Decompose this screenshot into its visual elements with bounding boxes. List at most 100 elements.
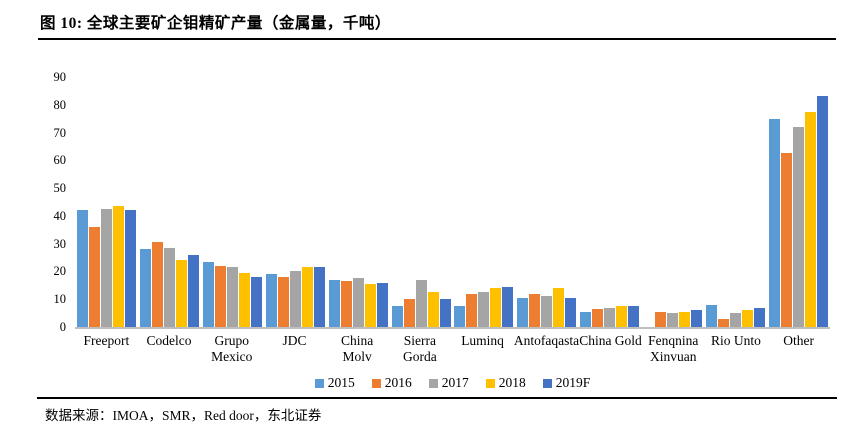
bar-2018-luminq — [490, 288, 502, 327]
legend-swatch-icon — [542, 378, 552, 388]
bar-group — [704, 77, 767, 327]
bar-group — [515, 77, 578, 327]
bar-2015-antofaqasta — [517, 298, 529, 327]
bar-2016-china-molv — [340, 281, 352, 327]
bar-2017-codelco — [163, 248, 175, 327]
y-tick-label: 60 — [53, 153, 67, 168]
x-axis-label: Codelco — [146, 333, 192, 348]
legend-item-2017: 2017 — [428, 375, 469, 391]
bar-2019F-other — [817, 96, 829, 327]
bar-group — [390, 77, 453, 327]
bar-2018-jdc — [301, 267, 313, 327]
bar-2019F-freeport — [124, 210, 136, 327]
legend-swatch-icon — [371, 378, 381, 388]
x-axis-label: Luminq — [461, 333, 504, 348]
x-axis-line — [75, 327, 830, 329]
bar-2018-other — [805, 112, 817, 327]
legend-item-2018: 2018 — [485, 375, 526, 391]
bar-2015-sierra-gorda — [391, 306, 403, 327]
bar-2019F-codelco — [187, 255, 199, 327]
x-axis-label: China Molv — [341, 333, 374, 364]
bar-group — [138, 77, 201, 327]
bar-group — [201, 77, 264, 327]
bar-2016-fenqnina-xinvuan — [655, 312, 667, 327]
bar-2019F-rio-unto — [754, 308, 766, 327]
plot-area — [75, 77, 830, 329]
y-tick-label: 70 — [53, 125, 67, 140]
bar-2016-sierra-gorda — [403, 299, 415, 327]
bar-group — [453, 77, 516, 327]
bar-2017-antofaqasta — [541, 296, 553, 327]
bar-2016-china-gold — [592, 309, 604, 327]
bar-2016-antofaqasta — [529, 294, 541, 327]
bar-2017-china-molv — [352, 278, 364, 327]
bar-2017-sierra-gorda — [415, 280, 427, 327]
bar-2016-other — [781, 153, 793, 327]
x-axis-label: China Gold — [579, 333, 642, 348]
bar-2019F-sierra-gorda — [439, 299, 451, 327]
legend-label: 2019F — [555, 375, 591, 390]
y-tick-label: 50 — [53, 181, 67, 196]
footer-divider — [37, 397, 837, 399]
bar-2018-sierra-gorda — [427, 292, 439, 327]
title-divider — [38, 38, 836, 40]
bar-2015-china-molv — [328, 280, 340, 327]
legend-label: 2016 — [384, 375, 412, 390]
bar-2017-luminq — [478, 292, 490, 327]
bar-2015-codelco — [139, 249, 151, 327]
bar-2016-jdc — [277, 277, 289, 327]
bar-2016-grupo-mexico — [214, 266, 226, 327]
bar-group — [641, 77, 704, 327]
y-tick-label: 0 — [59, 320, 66, 334]
bar-2015-luminq — [454, 306, 466, 327]
y-tick-label: 30 — [53, 236, 67, 251]
bar-2019F-grupo-mexico — [250, 277, 262, 327]
figure-title: 图 10: 全球主要矿企钼精矿产量（金属量，千吨） — [40, 15, 391, 32]
bar-2019F-fenqnina-xinvuan — [691, 310, 703, 327]
bar-2016-codelco — [151, 242, 163, 327]
bar-2017-fenqnina-xinvuan — [667, 313, 679, 327]
legend-item-2016: 2016 — [371, 375, 412, 391]
bar-2015-other — [769, 119, 781, 327]
x-axis-label: Fenqnina Xinvuan — [648, 333, 699, 364]
bar-2016-freeport — [88, 227, 100, 327]
bar-2019F-china-molv — [376, 283, 388, 327]
x-axis-label: Antofaqasta — [513, 333, 580, 348]
x-axis-label: Grupo Mexico — [211, 333, 253, 364]
legend-item-2019f: 2019F — [542, 375, 591, 391]
y-tick-label: 10 — [53, 292, 67, 307]
bar-2015-freeport — [76, 210, 88, 327]
bar-group — [767, 77, 830, 327]
bar-group — [264, 77, 327, 327]
bar-2016-rio-unto — [718, 319, 730, 327]
bar-2019F-luminq — [502, 287, 514, 327]
bar-2017-grupo-mexico — [226, 267, 238, 327]
bar-2016-luminq — [466, 294, 478, 327]
bar-2019F-antofaqasta — [565, 298, 577, 327]
data-source: 数据来源：IMOA，SMR，Red door，东北证券 — [45, 408, 322, 423]
legend-item-2015: 2015 — [314, 375, 355, 391]
bar-groups — [75, 77, 830, 327]
bar-2015-rio-unto — [706, 305, 718, 327]
y-tick-label: 80 — [53, 97, 67, 112]
bar-2017-jdc — [289, 271, 301, 327]
bar-2018-china-molv — [364, 284, 376, 327]
y-tick-label: 90 — [53, 70, 67, 84]
legend-swatch-icon — [428, 378, 438, 388]
y-tick-label: 20 — [53, 264, 67, 279]
bar-2017-freeport — [100, 209, 112, 327]
legend-label: 2018 — [498, 375, 526, 390]
bar-2019F-jdc — [313, 267, 325, 327]
x-axis-labels: Freeport Codelco Grupo Mexico JDC China Molv… — [75, 333, 830, 365]
x-axis-label: JDC — [282, 333, 307, 348]
bar-2017-china-gold — [604, 308, 616, 327]
bar-2018-fenqnina-xinvuan — [679, 312, 691, 327]
legend: 2015 2016 2017 2018 2019F — [75, 375, 830, 391]
bar-2015-jdc — [265, 274, 277, 327]
x-axis-label: Sierra Gorda — [402, 333, 437, 364]
bar-2015-grupo-mexico — [202, 262, 214, 327]
x-axis-label: Rio Unto — [710, 333, 761, 348]
bar-2017-rio-unto — [730, 313, 742, 327]
bar-2018-freeport — [112, 206, 124, 327]
